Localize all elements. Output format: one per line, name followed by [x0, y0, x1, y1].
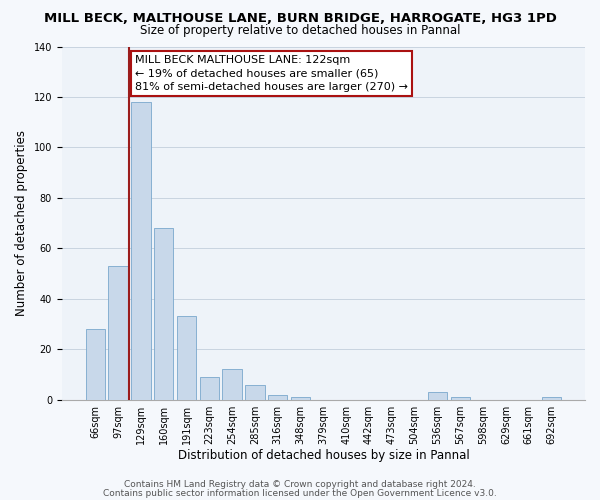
Text: MILL BECK MALTHOUSE LANE: 122sqm
← 19% of detached houses are smaller (65)
81% o: MILL BECK MALTHOUSE LANE: 122sqm ← 19% o… [135, 56, 408, 92]
Bar [245, 384, 265, 400]
Bar [223, 370, 242, 400]
X-axis label: Distribution of detached houses by size in Pannal: Distribution of detached houses by size … [178, 450, 469, 462]
Bar [451, 397, 470, 400]
Bar [428, 392, 447, 400]
Bar [86, 329, 105, 400]
Text: Contains public sector information licensed under the Open Government Licence v3: Contains public sector information licen… [103, 488, 497, 498]
Bar [542, 397, 561, 400]
Bar [109, 266, 128, 400]
Text: MILL BECK, MALTHOUSE LANE, BURN BRIDGE, HARROGATE, HG3 1PD: MILL BECK, MALTHOUSE LANE, BURN BRIDGE, … [44, 12, 556, 26]
Bar [291, 397, 310, 400]
Text: Contains HM Land Registry data © Crown copyright and database right 2024.: Contains HM Land Registry data © Crown c… [124, 480, 476, 489]
Y-axis label: Number of detached properties: Number of detached properties [15, 130, 28, 316]
Bar [154, 228, 173, 400]
Bar [177, 316, 196, 400]
Bar [131, 102, 151, 400]
Bar [268, 394, 287, 400]
Text: Size of property relative to detached houses in Pannal: Size of property relative to detached ho… [140, 24, 460, 37]
Bar [200, 377, 219, 400]
